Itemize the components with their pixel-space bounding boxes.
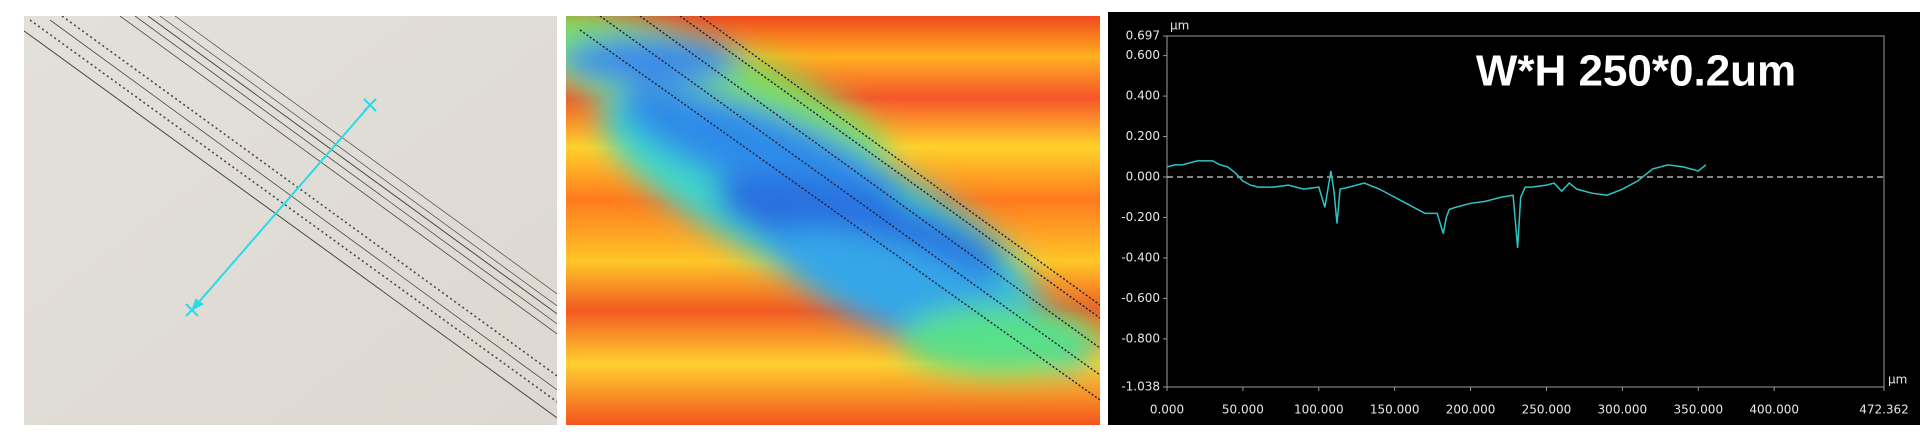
x-tick-label: 472.362 — [1859, 403, 1909, 417]
microscope-image — [24, 16, 557, 425]
y-tick-label: 0.600 — [1126, 48, 1160, 62]
x-tick-label: 50.000 — [1222, 403, 1264, 417]
y-unit: µm — [1170, 19, 1189, 33]
profile-line — [1166, 160, 1707, 248]
chart-title: W*H 250*0.2um — [1476, 47, 1796, 96]
y-tick-label: 0.200 — [1126, 129, 1160, 143]
x-tick-label: 350.000 — [1673, 403, 1723, 417]
x-tick-label: 250.000 — [1522, 403, 1572, 417]
y-tick-label: -0.800 — [1121, 331, 1160, 345]
chart-panel — [1108, 12, 1920, 425]
x-tick-label: 200.000 — [1446, 403, 1496, 417]
x-tick-label: 0.000 — [1150, 403, 1184, 417]
y-tick-label: -0.600 — [1121, 291, 1160, 305]
x-tick-label: 300.000 — [1598, 403, 1648, 417]
x-tick-label: 400.000 — [1749, 403, 1799, 417]
y-tick-label: -0.400 — [1121, 250, 1160, 264]
plot-frame — [1166, 35, 1885, 388]
y-tick-label: 0.000 — [1126, 170, 1160, 184]
y-tick-label: 0.697 — [1126, 29, 1160, 43]
y-tick-label: 0.400 — [1126, 89, 1160, 103]
y-tick-label: -1.038 — [1121, 380, 1160, 394]
x-tick-label: 150.000 — [1370, 403, 1420, 417]
x-tick-label: 100.000 — [1294, 403, 1344, 417]
height-map-image — [566, 16, 1100, 425]
y-tick-label: -0.200 — [1121, 210, 1160, 224]
x-unit: µm — [1888, 373, 1907, 387]
